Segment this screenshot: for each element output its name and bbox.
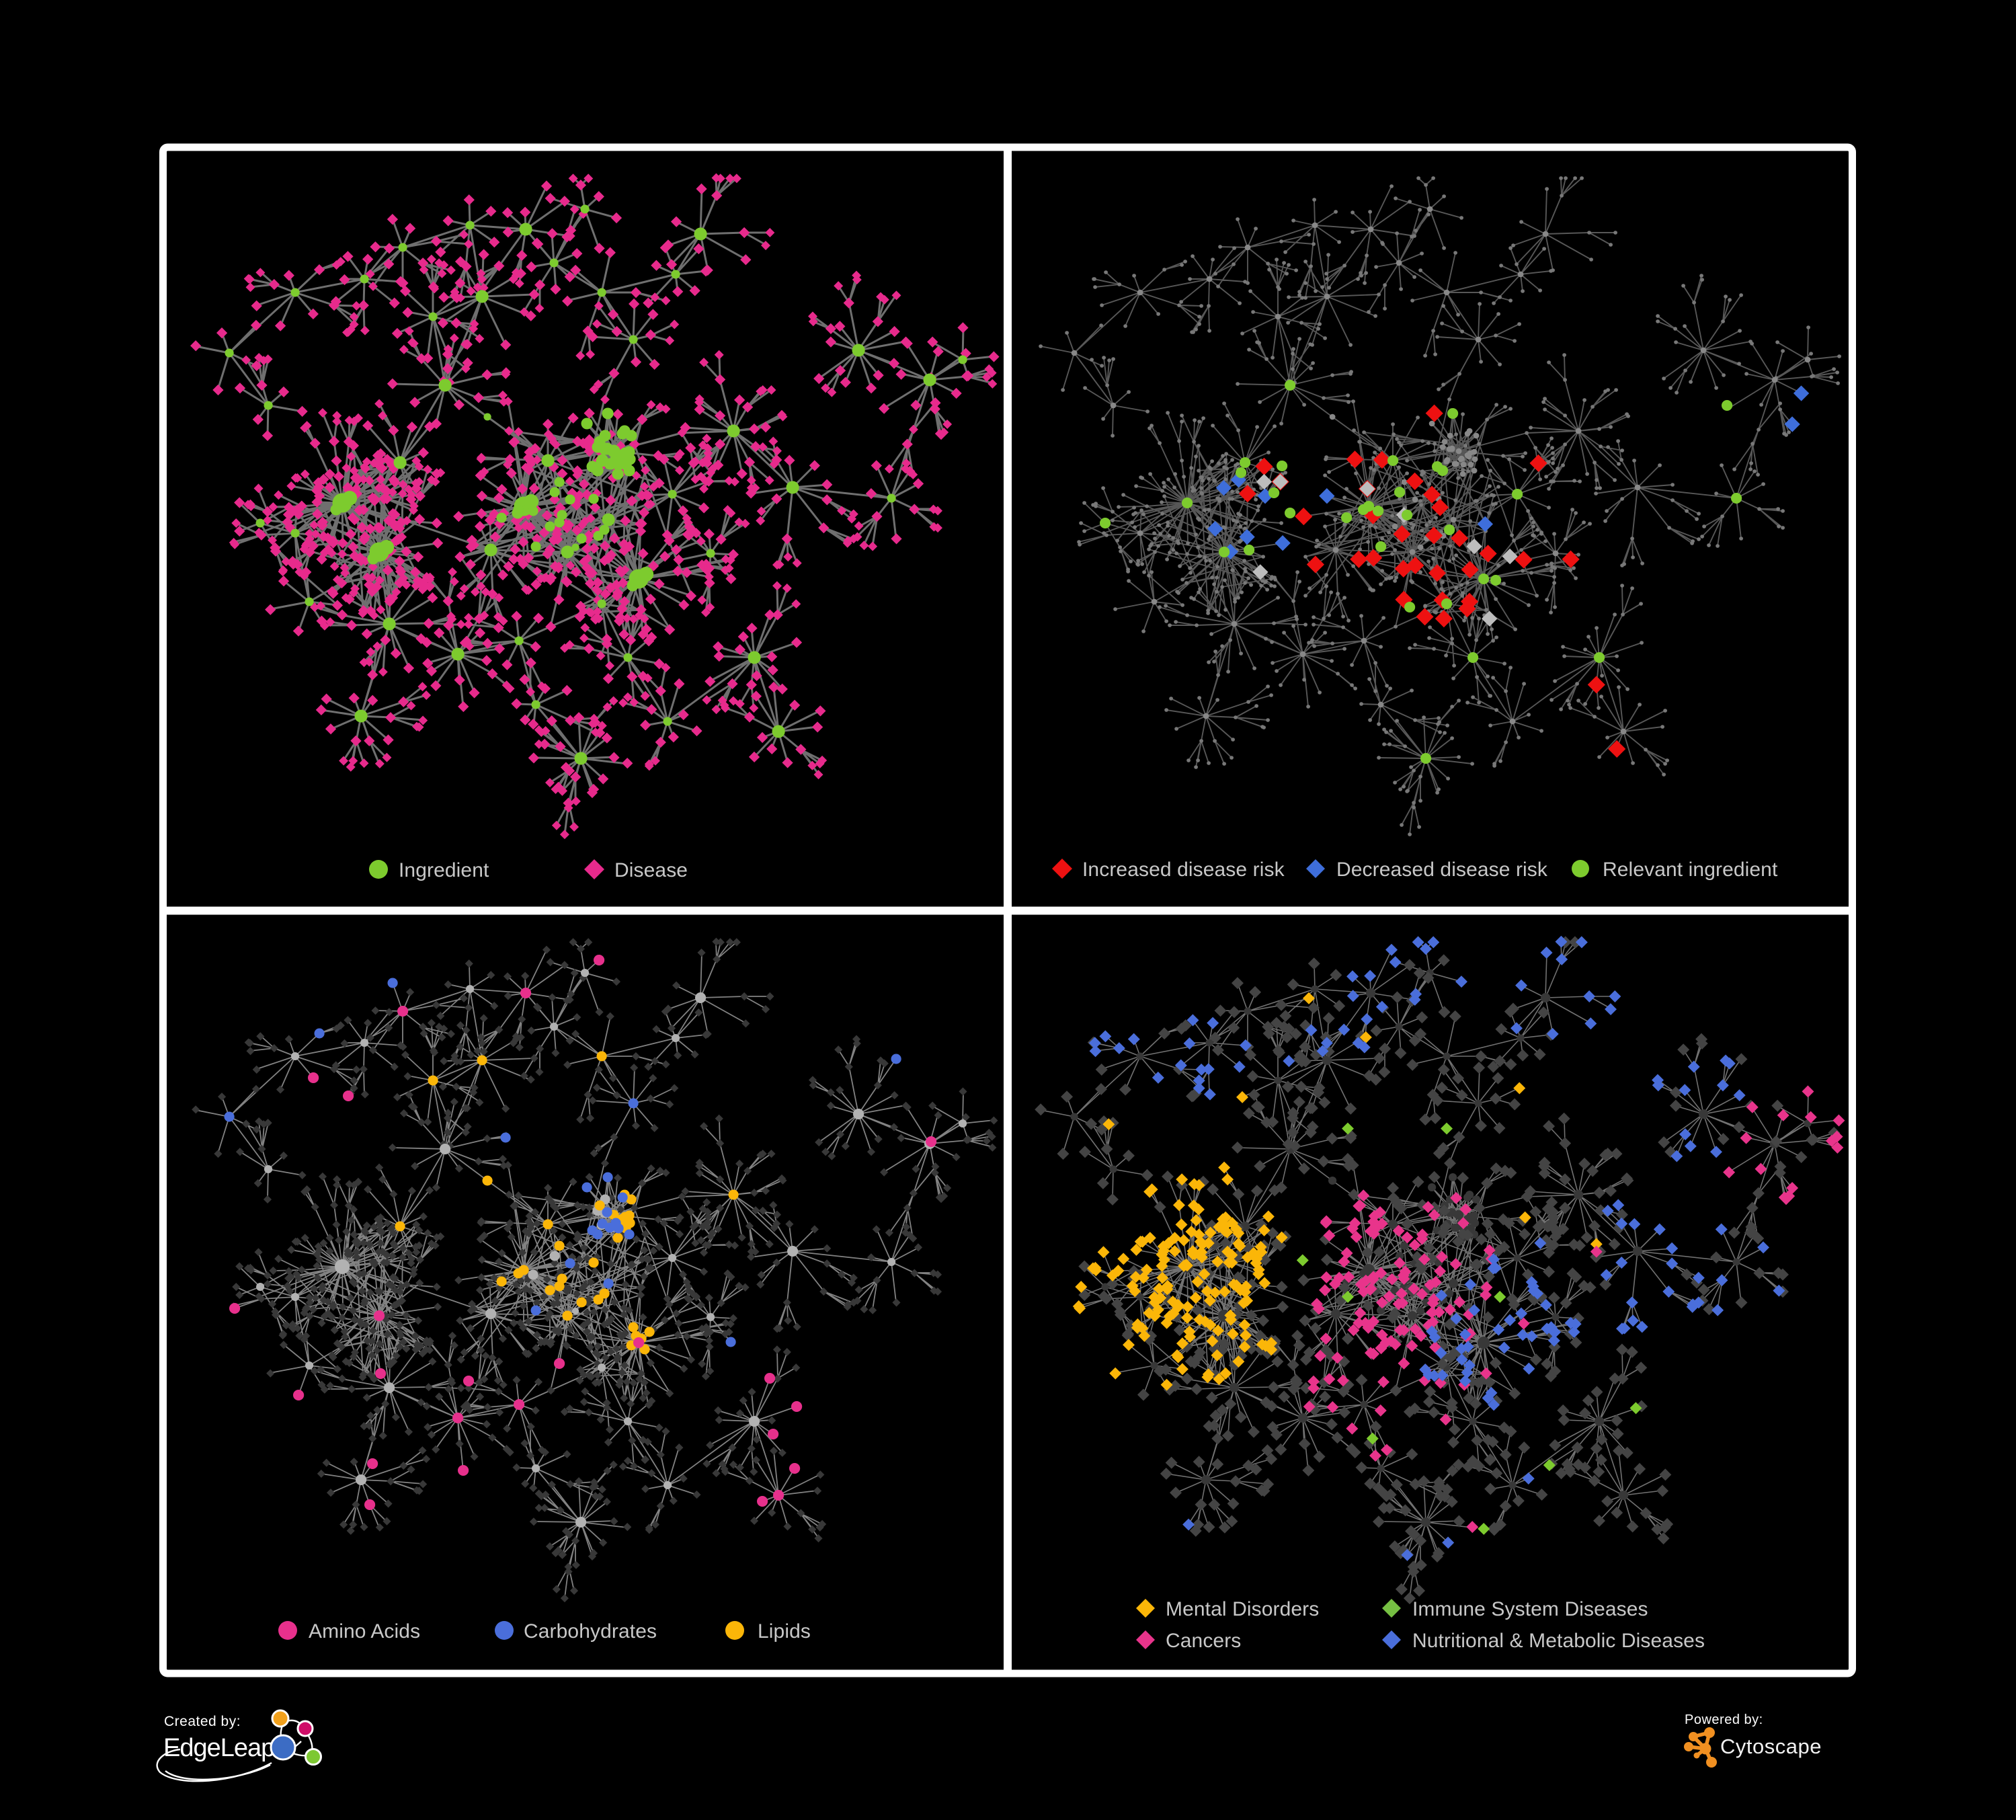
svg-text:Relevant ingredient: Relevant ingredient bbox=[1603, 859, 1778, 881]
svg-text:Ingredient: Ingredient bbox=[399, 859, 489, 881]
svg-text:Cancers: Cancers bbox=[1166, 1630, 1241, 1652]
svg-text:Nutritional & Metabolic Diseas: Nutritional & Metabolic Diseases bbox=[1412, 1630, 1705, 1652]
svg-text:Carbohydrates: Carbohydrates bbox=[524, 1620, 657, 1643]
svg-text:Amino Acids: Amino Acids bbox=[309, 1620, 420, 1643]
svg-text:Mental Disorders: Mental Disorders bbox=[1166, 1598, 1319, 1620]
svg-text:Powered by:: Powered by: bbox=[1685, 1712, 1763, 1727]
svg-text:Created by:: Created by: bbox=[164, 1714, 241, 1729]
svg-text:EdgeLeap: EdgeLeap bbox=[163, 1734, 274, 1762]
svg-text:Immune System Diseases: Immune System Diseases bbox=[1412, 1598, 1648, 1620]
svg-text:Increased disease risk: Increased disease risk bbox=[1082, 859, 1285, 881]
svg-text:Lipids: Lipids bbox=[758, 1620, 811, 1643]
svg-text:Cytoscape: Cytoscape bbox=[1720, 1735, 1822, 1758]
svg-text:Disease: Disease bbox=[614, 859, 688, 881]
svg-text:Decreased disease risk: Decreased disease risk bbox=[1336, 859, 1548, 881]
